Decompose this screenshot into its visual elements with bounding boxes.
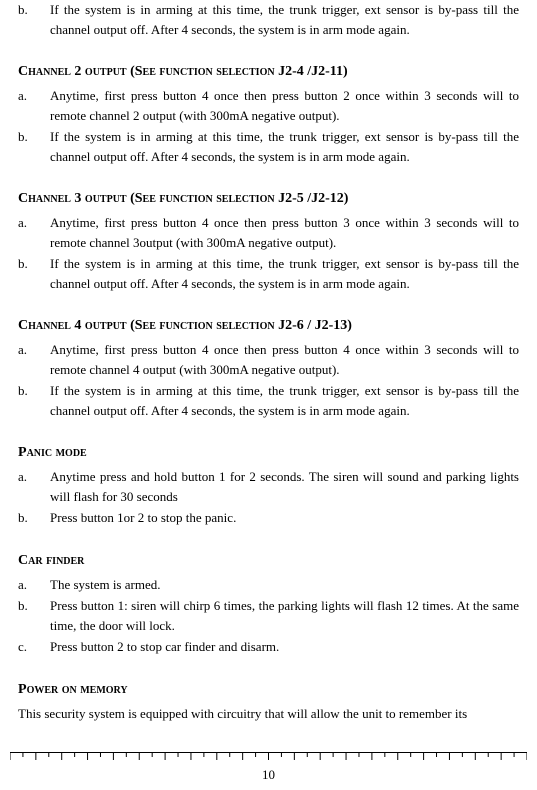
item-text: Press button 1or 2 to stop the panic. [50, 508, 519, 528]
section-paragraph: This security system is equipped with ci… [18, 704, 519, 724]
item-text: The system is armed. [50, 575, 519, 595]
item-text: Press button 2 to stop car finder and di… [50, 637, 519, 657]
item-letter: b. [18, 127, 50, 166]
section-heading: Panic mode [18, 442, 519, 463]
item-text: Anytime, first press button 4 once then … [50, 340, 519, 379]
section-heading: Power on memory [18, 679, 519, 700]
list-item: a.Anytime press and hold button 1 for 2 … [18, 467, 519, 506]
item-letter: c. [18, 637, 50, 657]
item-letter: a. [18, 213, 50, 252]
item-text: Anytime, first press button 4 once then … [50, 86, 519, 125]
list-item: b.Press button 1or 2 to stop the panic. [18, 508, 519, 528]
list-item: a.Anytime, first press button 4 once the… [18, 213, 519, 252]
item-letter: b. [18, 0, 50, 39]
list-item: b.If the system is in arming at this tim… [18, 127, 519, 166]
item-letter: b. [18, 596, 50, 635]
item-text: If the system is in arming at this time,… [50, 127, 519, 166]
page-number: 10 [0, 765, 537, 785]
section-heading: Car finder [18, 550, 519, 571]
item-text: Anytime, first press button 4 once then … [50, 213, 519, 252]
item-letter: b. [18, 508, 50, 528]
list-item: c.Press button 2 to stop car finder and … [18, 637, 519, 657]
item-letter: b. [18, 254, 50, 293]
item-text: If the system is in arming at this time,… [50, 0, 519, 39]
item-letter: a. [18, 575, 50, 595]
section-heading: Channel 4 output (See function selection… [18, 315, 519, 336]
ruler-decoration [10, 752, 527, 762]
list-item: b. If the system is in arming at this ti… [18, 0, 519, 39]
list-item: b.Press button 1: siren will chirp 6 tim… [18, 596, 519, 635]
item-text: Press button 1: siren will chirp 6 times… [50, 596, 519, 635]
list-item: a.Anytime, first press button 4 once the… [18, 86, 519, 125]
section-heading: Channel 2 output (See function selection… [18, 61, 519, 82]
section-heading: Channel 3 output (See function selection… [18, 188, 519, 209]
list-item: b.If the system is in arming at this tim… [18, 254, 519, 293]
item-letter: a. [18, 86, 50, 125]
item-letter: a. [18, 467, 50, 506]
item-text: If the system is in arming at this time,… [50, 381, 519, 420]
list-item: b.If the system is in arming at this tim… [18, 381, 519, 420]
list-item: a.The system is armed. [18, 575, 519, 595]
sections-container: Channel 2 output (See function selection… [18, 61, 519, 723]
item-letter: b. [18, 381, 50, 420]
item-letter: a. [18, 340, 50, 379]
item-text: If the system is in arming at this time,… [50, 254, 519, 293]
list-item: a.Anytime, first press button 4 once the… [18, 340, 519, 379]
item-text: Anytime press and hold button 1 for 2 se… [50, 467, 519, 506]
